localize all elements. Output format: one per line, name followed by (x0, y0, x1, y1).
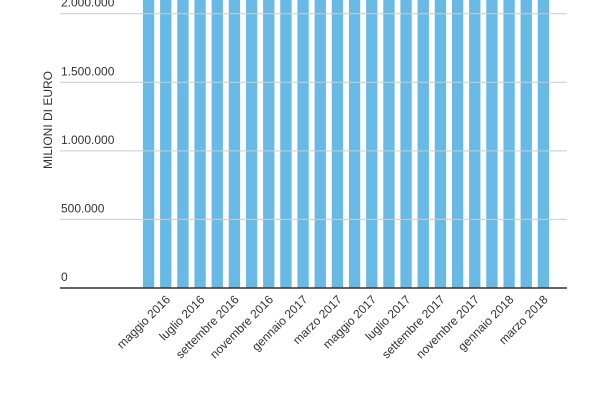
bar (537, 0, 550, 288)
y-axis-label: MILIONI DI EURO (41, 71, 55, 169)
bar (314, 0, 326, 288)
bar (348, 0, 361, 288)
bar (469, 0, 481, 288)
y-tick-label: 2.000.000 (61, 0, 115, 10)
bar (451, 0, 464, 288)
bar (211, 0, 223, 288)
bar (263, 0, 275, 288)
bar (160, 0, 172, 288)
bar (228, 0, 241, 288)
y-tick-label: 500.000 (61, 201, 105, 215)
bar (297, 0, 309, 288)
bars (142, 0, 550, 288)
bar (366, 0, 378, 288)
bar (520, 0, 532, 288)
bar (383, 0, 395, 288)
bar (194, 0, 206, 288)
bar (400, 0, 412, 288)
bar (417, 0, 429, 288)
bar (280, 0, 292, 288)
bar (486, 0, 498, 288)
y-tick-label: 1.500.000 (61, 64, 115, 78)
bar (245, 0, 258, 288)
y-tick-label: 1.000.000 (61, 133, 115, 147)
bar (503, 0, 515, 288)
bar (177, 0, 189, 288)
bar (142, 0, 155, 288)
y-tick-label: 0 (61, 270, 68, 284)
bar (434, 0, 447, 288)
bar (331, 0, 344, 288)
